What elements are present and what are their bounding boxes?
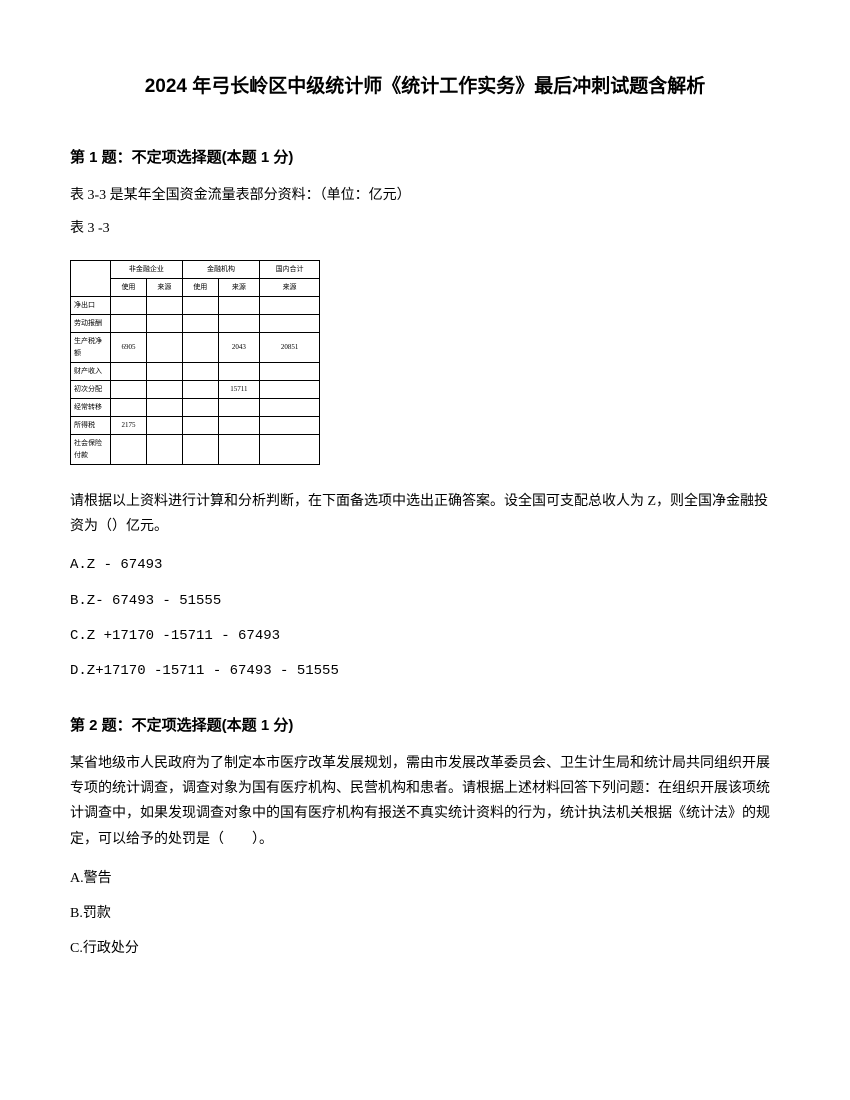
table-cell: 财产收入	[71, 362, 111, 380]
table-cell: 6905	[111, 332, 147, 362]
table-cell: 使用	[111, 278, 147, 296]
table-cell	[218, 296, 259, 314]
table-cell	[218, 314, 259, 332]
table-cell: 使用	[182, 278, 218, 296]
table-cell	[182, 296, 218, 314]
table-row: 社会保险付款	[71, 434, 320, 464]
table-cell	[182, 362, 218, 380]
table-cell: 所得税	[71, 416, 111, 434]
table-cell: 来源	[218, 278, 259, 296]
table-cell	[182, 380, 218, 398]
table-cell: 金融机构	[182, 260, 259, 278]
q2-body: 某省地级市人民政府为了制定本市医疗改革发展规划，需由市发展改革委员会、卫生计生局…	[70, 751, 780, 961]
document-title: 2024 年弓长岭区中级统计师《统计工作实务》最后冲刺试题含解析	[70, 70, 780, 104]
table-cell: 非金融企业	[111, 260, 183, 278]
q1-option-b: B.Z- 67493 - 51555	[70, 589, 780, 614]
table-cell	[218, 362, 259, 380]
table-cell	[146, 416, 182, 434]
table-cell	[218, 434, 259, 464]
q2-option-b: B.罚款	[70, 901, 780, 926]
table-cell	[111, 398, 147, 416]
table-cell	[260, 398, 320, 416]
table-cell	[146, 296, 182, 314]
table-cell: 2175	[111, 416, 147, 434]
table-cell	[260, 362, 320, 380]
table-cell	[218, 398, 259, 416]
table-cell	[111, 380, 147, 398]
q2-option-c: C.行政处分	[70, 936, 780, 961]
table-cell	[182, 398, 218, 416]
table-cell	[260, 434, 320, 464]
table-cell	[260, 380, 320, 398]
table-row: 财产收入	[71, 362, 320, 380]
question-1: 第 1 题：不定项选择题(本题 1 分) 表 3-3 是某年全国资金流量表部分资…	[70, 144, 780, 684]
table-cell	[260, 314, 320, 332]
table-cell	[111, 314, 147, 332]
table-cell: 劳动报酬	[71, 314, 111, 332]
table-cell	[182, 416, 218, 434]
q1-body: 表 3-3 是某年全国资金流量表部分资料：（单位：亿元） 表 3 -3 非金融企…	[70, 183, 780, 684]
q1-option-c: C.Z +17170 -15711 - 67493	[70, 624, 780, 649]
table-cell: 初次分配	[71, 380, 111, 398]
table-row: 初次分配 15711	[71, 380, 320, 398]
q1-option-a: A.Z - 67493	[70, 553, 780, 578]
q1-header: 第 1 题：不定项选择题(本题 1 分)	[70, 144, 780, 171]
table-row: 劳动报酬	[71, 314, 320, 332]
q1-option-d: D.Z+17170 -15711 - 67493 - 51555	[70, 659, 780, 684]
table-cell: 20851	[260, 332, 320, 362]
table-cell: 15711	[218, 380, 259, 398]
table-cell	[146, 398, 182, 416]
table-cell	[146, 332, 182, 362]
table-cell	[260, 416, 320, 434]
table-cell: 社会保险付款	[71, 434, 111, 464]
table-cell	[111, 434, 147, 464]
q2-option-a: A.警告	[70, 866, 780, 891]
table-cell	[111, 296, 147, 314]
table-cell	[218, 416, 259, 434]
table-cell: 净出口	[71, 296, 111, 314]
table-cell	[182, 332, 218, 362]
table-cell	[260, 296, 320, 314]
table-cell	[146, 380, 182, 398]
question-2: 第 2 题：不定项选择题(本题 1 分) 某省地级市人民政府为了制定本市医疗改革…	[70, 712, 780, 961]
table-cell	[146, 434, 182, 464]
q1-data-table: 非金融企业 金融机构 国内合计 使用 来源 使用 来源 来源 净出口 劳动报酬	[70, 260, 320, 465]
table-cell: 国内合计	[260, 260, 320, 278]
table-cell	[71, 260, 111, 296]
q2-header: 第 2 题：不定项选择题(本题 1 分)	[70, 712, 780, 739]
table-cell: 来源	[146, 278, 182, 296]
table-row: 净出口	[71, 296, 320, 314]
table-cell: 来源	[260, 278, 320, 296]
table-cell: 经常转移	[71, 398, 111, 416]
table-cell	[182, 434, 218, 464]
q1-intro-1: 表 3-3 是某年全国资金流量表部分资料：（单位：亿元）	[70, 183, 780, 208]
table-cell: 2043	[218, 332, 259, 362]
table-row: 经常转移	[71, 398, 320, 416]
q2-question-text: 某省地级市人民政府为了制定本市医疗改革发展规划，需由市发展改革委员会、卫生计生局…	[70, 751, 780, 852]
table-cell: 生产税净额	[71, 332, 111, 362]
table-row: 所得税 2175	[71, 416, 320, 434]
table-cell	[111, 362, 147, 380]
q1-table-label: 表 3 -3	[70, 216, 780, 241]
table-row: 非金融企业 金融机构 国内合计	[71, 260, 320, 278]
q1-question-text: 请根据以上资料进行计算和分析判断，在下面备选项中选出正确答案。设全国可支配总收人…	[70, 489, 780, 539]
table-cell	[146, 314, 182, 332]
table-cell	[146, 362, 182, 380]
table-cell	[182, 314, 218, 332]
table-row: 生产税净额 6905 2043 20851	[71, 332, 320, 362]
